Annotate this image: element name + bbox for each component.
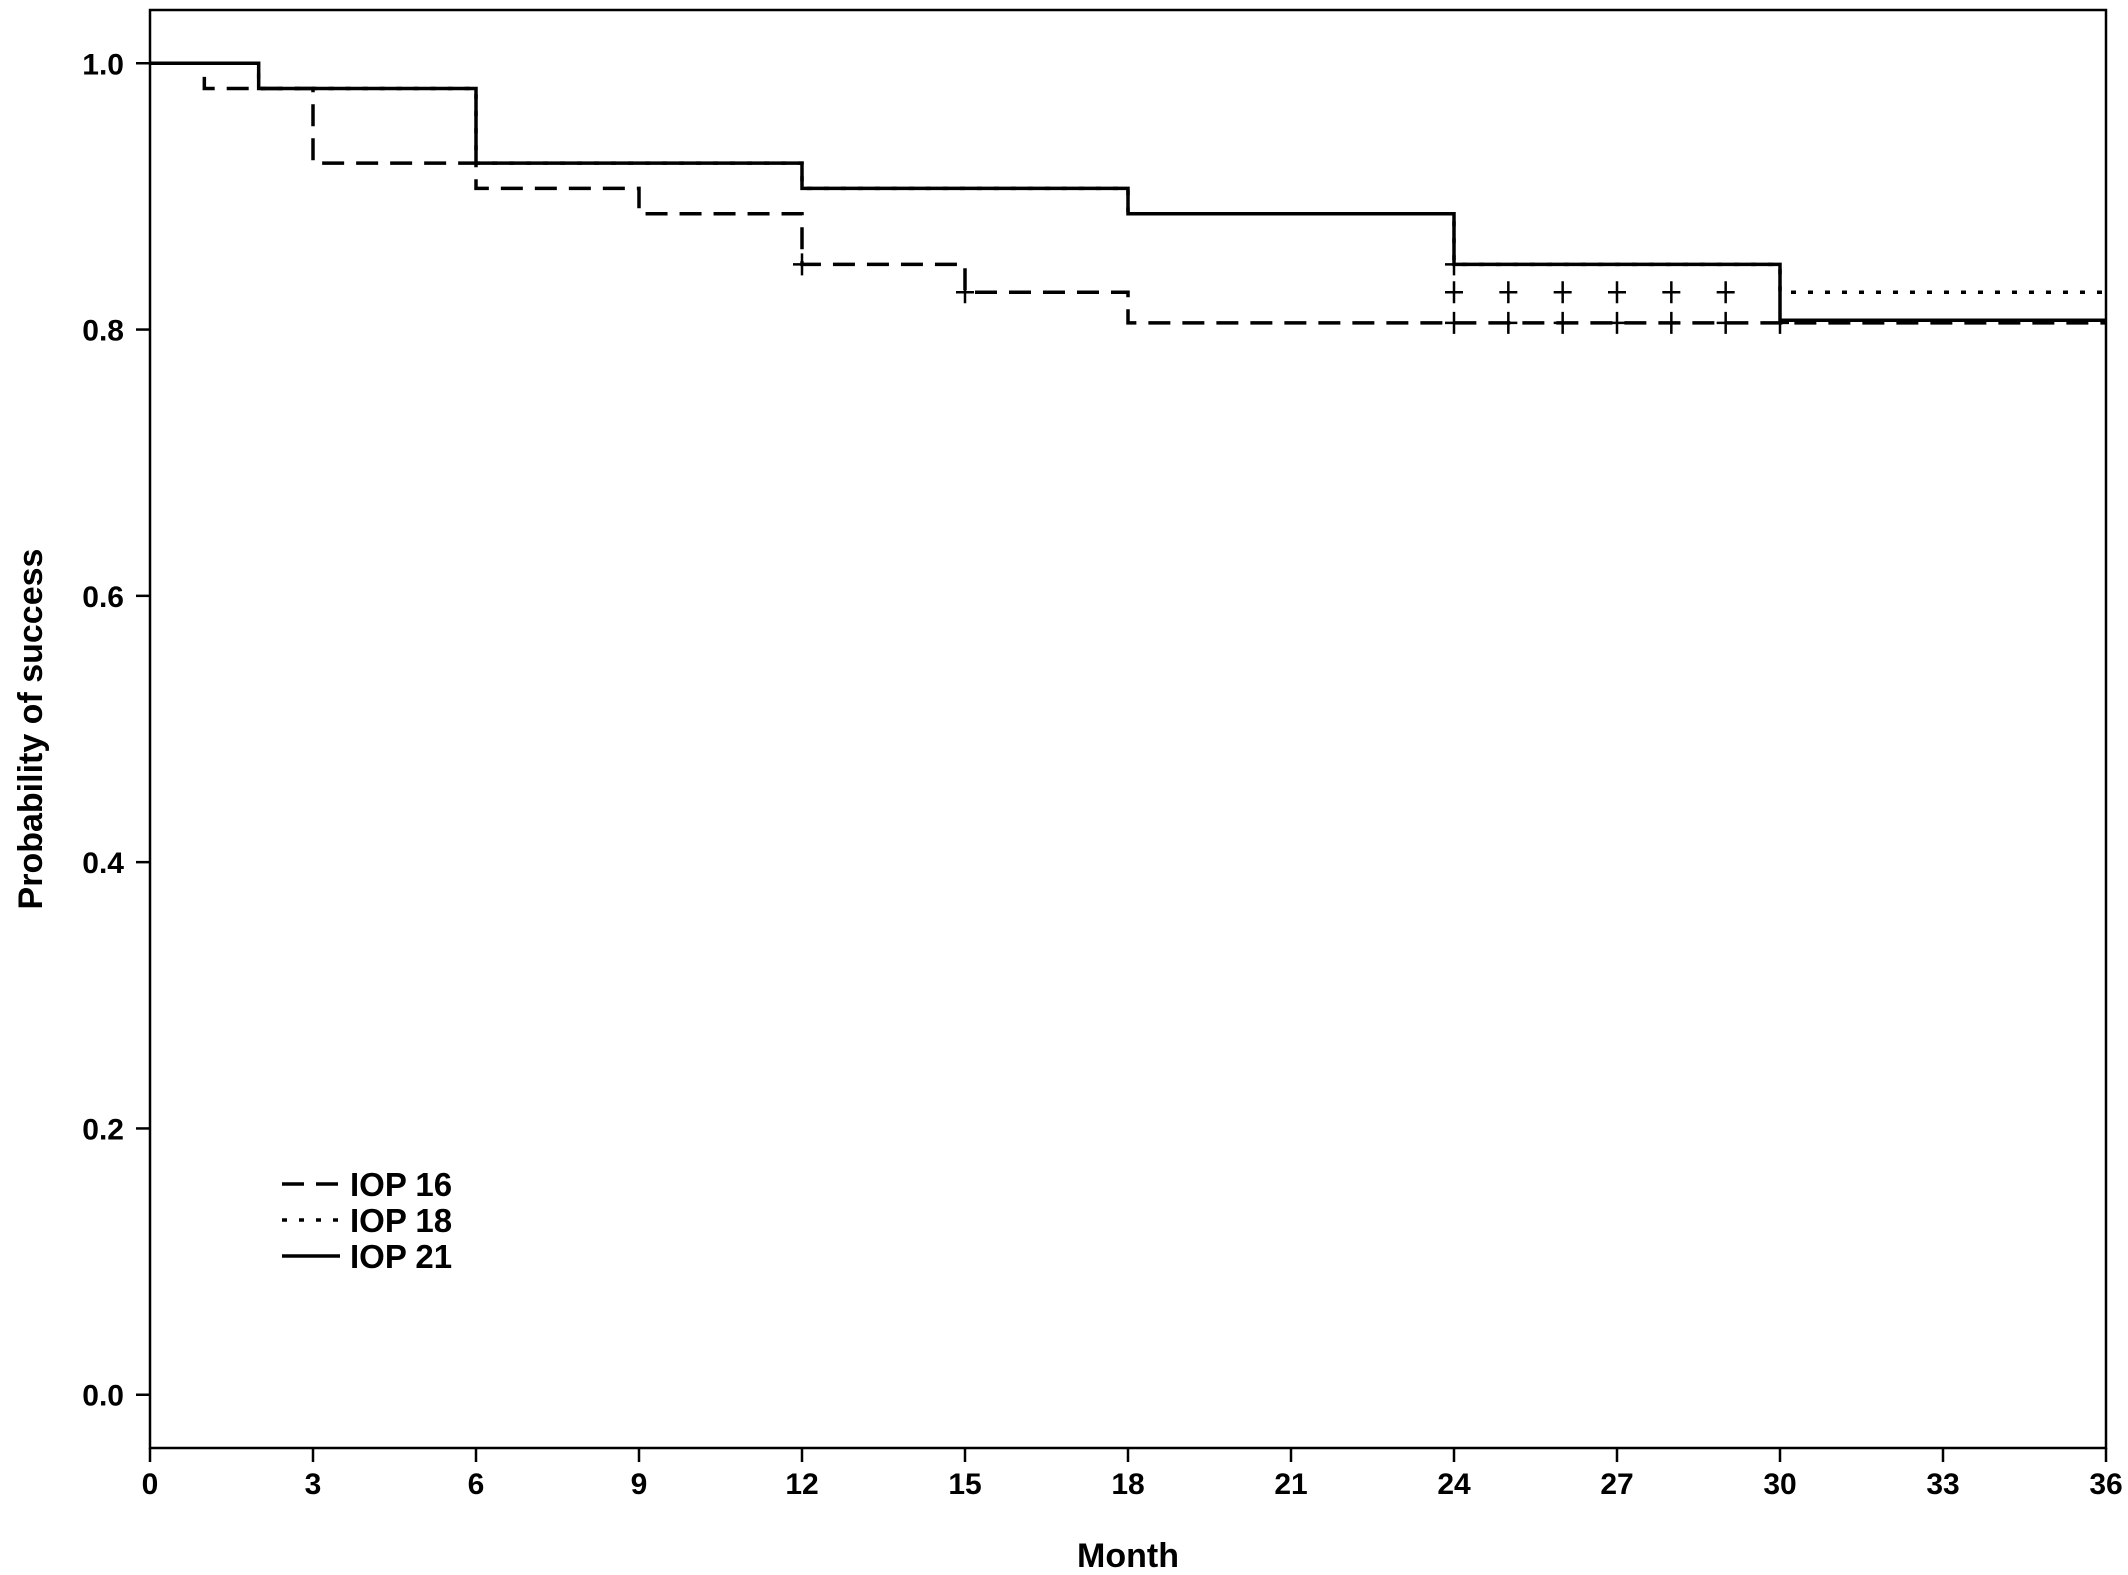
y-axis: 0.0 0.2 0.4 0.6 0.8 1.0 [82, 48, 150, 1413]
censor-mark [1445, 281, 1463, 304]
x-tick-label: 21 [1274, 1468, 1307, 1501]
series-line-iop-16 [150, 61, 2106, 325]
x-tick-label: 24 [1437, 1468, 1471, 1501]
x-tick-label: 18 [1111, 1468, 1144, 1501]
censor-mark [1553, 311, 1572, 334]
x-tick-label: 27 [1600, 1468, 1633, 1501]
plot-lines [150, 61, 2106, 325]
censor-marks [793, 253, 1789, 334]
y-tick-label: 0.0 [82, 1380, 124, 1413]
censor-mark [1608, 311, 1626, 334]
censor-mark [1716, 311, 1735, 334]
legend-label: IOP 16 [350, 1166, 452, 1203]
y-axis-label: Probability of success [12, 549, 50, 910]
x-tick-label: 12 [785, 1468, 818, 1501]
y-tick-label: 0.4 [82, 847, 124, 880]
x-tick-label: 33 [1926, 1468, 1959, 1501]
censor-mark [1608, 281, 1626, 304]
x-tick-label: 9 [631, 1468, 648, 1501]
legend-label: IOP 18 [350, 1202, 452, 1239]
x-axis: 0 3 6 9 12 15 18 21 24 27 30 33 36 [142, 1448, 2123, 1501]
x-tick-label: 0 [142, 1468, 159, 1501]
censor-mark [1662, 281, 1681, 304]
x-tick-label: 15 [948, 1468, 981, 1501]
x-tick-label: 3 [305, 1468, 322, 1501]
censor-mark [1716, 281, 1735, 304]
y-tick-label: 0.2 [82, 1113, 124, 1146]
x-axis-label: Month [1077, 1537, 1179, 1575]
censor-mark [1499, 311, 1518, 334]
censor-mark [1662, 311, 1681, 334]
censor-mark [1771, 311, 1789, 334]
censor-mark [793, 253, 811, 276]
censor-mark [956, 281, 974, 304]
legend-label: IOP 21 [350, 1238, 452, 1275]
series-line-iop-18 [150, 61, 2106, 295]
y-tick-label: 0.8 [82, 315, 124, 348]
y-tick-label: 0.6 [82, 581, 124, 614]
censor-mark [1445, 253, 1463, 276]
censor-mark [1553, 281, 1572, 304]
x-tick-label: 36 [2089, 1468, 2122, 1501]
censor-mark [1445, 311, 1463, 334]
censor-mark [1499, 281, 1518, 304]
x-tick-label: 6 [468, 1468, 485, 1501]
x-tick-label: 30 [1763, 1468, 1796, 1501]
series-line-iop-21 [150, 61, 2106, 322]
y-tick-label: 1.0 [82, 48, 124, 81]
